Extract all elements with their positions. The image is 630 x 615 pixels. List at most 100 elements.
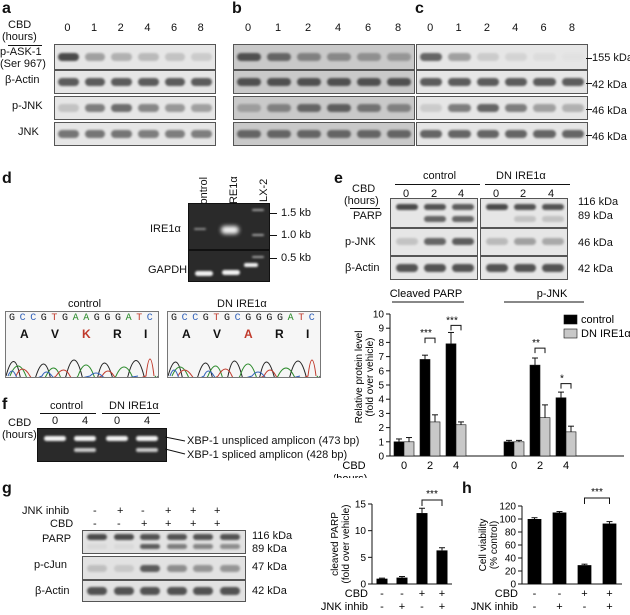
g-y-tick-label: 10 <box>355 526 367 537</box>
g-band-parp-top-1 <box>113 534 134 540</box>
d-control-nt-7: A <box>83 313 90 324</box>
g-jnk-sign-2: - <box>141 505 145 517</box>
d-dn-nt-8: G <box>255 313 262 324</box>
g-band-parp-top-4 <box>193 534 213 540</box>
g-row-parp: PARP <box>42 533 72 545</box>
abc-b-band-3-5 <box>387 130 411 138</box>
e-sig-bracket-3 <box>560 383 572 389</box>
abc-b-band-0-2 <box>297 53 321 61</box>
d-dn-nt-9: G <box>266 313 273 324</box>
abc-a-timepoint-8: 8 <box>197 22 204 34</box>
f-group-control: control <box>50 400 84 412</box>
g-cbd-sign-3: + <box>439 588 445 600</box>
d-control-nt-6: A <box>72 313 79 324</box>
panel-f-letter: f <box>2 396 8 413</box>
g-band-parp-top-0 <box>87 534 107 540</box>
d-dn-nt-4: T <box>213 313 220 324</box>
e-sig-bracket-0 <box>424 337 436 344</box>
abc-a-band-3-4 <box>164 130 186 138</box>
h-sig-bracket <box>584 497 610 504</box>
g-cond-cbd: CBD <box>345 588 368 600</box>
abc-b-timepoint-4: 4 <box>335 22 342 34</box>
f-hours-label: (hours) <box>2 429 37 441</box>
abc-b-blot-row-3 <box>233 122 415 146</box>
e-band-pjnk-1-0 <box>486 238 508 245</box>
abc-b-band-1-4 <box>357 78 381 86</box>
abc-b-timepoint-0: 0 <box>245 22 252 34</box>
abc-b-band-3-4 <box>357 130 381 138</box>
e-legend-swatch-0 <box>563 314 578 325</box>
h-bar-0 <box>527 519 542 584</box>
abc-hours-label: (hours) <box>2 31 37 43</box>
abc-a-band-2-4 <box>164 104 186 112</box>
row-label-beta-actin: β-Actin <box>5 74 40 86</box>
e-xtick-5: 4 <box>563 460 569 472</box>
d-seq-title-dn: DN IRE1α <box>217 298 267 310</box>
abc-c-band-3-2 <box>476 130 499 138</box>
e-xtitle: CBD <box>342 460 365 472</box>
abc-c-band-2-1 <box>448 104 471 112</box>
abc-b-timepoint-6: 6 <box>365 22 372 34</box>
abc-a-band-0-5 <box>191 53 212 61</box>
panel-g-letter: g <box>2 480 12 497</box>
e-sig-label-3: * <box>560 374 564 385</box>
mw-46b: 46 kDa <box>592 131 627 143</box>
d-control-aa-0: A <box>20 327 29 341</box>
e-row-pjnk: p-JNK <box>345 236 376 248</box>
g-cbd-sign-0: - <box>93 518 97 530</box>
h-y-tick-label: 120 <box>499 502 516 513</box>
g-cbd-sign-5: + <box>214 518 221 530</box>
g-jnk-sign-0: - <box>380 601 384 613</box>
f-tp-0b: 0 <box>114 415 121 427</box>
e-y-tick-label: 8 <box>378 338 384 349</box>
abc-c-band-3-1 <box>448 130 471 138</box>
h-cbd-sign-0: - <box>533 588 537 600</box>
abc-b-band-0-0 <box>237 53 261 61</box>
mw-46a: 46 kDa <box>592 105 627 117</box>
abc-a-timepoint-0: 0 <box>64 22 71 34</box>
abc-c-band-1-2 <box>476 78 499 86</box>
abc-c-blot-row-2 <box>416 96 588 120</box>
d-trace-control <box>6 358 158 377</box>
g-sig-bracket <box>421 499 443 506</box>
e-blot-row-1-group-0 <box>390 228 478 256</box>
e-band-actin-1-0 <box>486 264 508 272</box>
e-bar-DN-IRE1α-4 <box>539 417 551 457</box>
e-band-parp-cleaved-1-1 <box>514 216 536 222</box>
g-y-tick-label: 15 <box>355 500 367 511</box>
g-band-parp-cleaved-5 <box>219 544 240 549</box>
abc-mw-tick-2 <box>586 109 592 110</box>
e-band-actin-0-1 <box>424 264 446 272</box>
g-jnk-sign-0: - <box>93 505 97 517</box>
h-jnk-sign-1: + <box>556 601 562 613</box>
abc-a-band-2-3 <box>138 104 159 112</box>
e-sig-label-1: *** <box>446 315 458 326</box>
e-blot-row-0-group-0 <box>390 198 478 228</box>
g-band-pcjun-4 <box>193 565 213 572</box>
d-control-nt-3: G <box>40 313 47 324</box>
h-cond-jnk: JNK inhib <box>471 601 518 613</box>
abc-c-blot-row-3 <box>416 122 588 146</box>
e-band-actin-0-2 <box>452 264 474 272</box>
abc-b-band-1-5 <box>387 78 411 86</box>
e-band-parp-top-1-1 <box>514 204 536 210</box>
abc-a-band-3-0 <box>58 130 79 138</box>
abc-b-band-1-0 <box>237 78 261 86</box>
d-gapdh-gel <box>188 250 270 282</box>
abc-a-blot-row-3 <box>54 122 216 146</box>
d-dn-nt-10: G <box>277 313 284 324</box>
h-y-tick-label: 100 <box>499 515 516 526</box>
abc-c-band-0-2 <box>476 53 499 61</box>
panel-h-letter: h <box>462 480 472 497</box>
abc-mw-tick-1 <box>586 83 592 84</box>
d-control-nt-5: G <box>62 313 69 324</box>
row-label-p-ask1: p-ASK-1 (Ser 967) <box>0 46 46 70</box>
d-control-aa-3: R <box>113 327 122 341</box>
abc-b-blot-row-0 <box>233 44 415 70</box>
f-band-pointers <box>165 436 186 455</box>
g-band-pcjun-2 <box>140 565 160 572</box>
d-control-aa-4: I <box>144 327 148 341</box>
abc-b-blot-row-2 <box>233 96 415 120</box>
abc-b-band-0-1 <box>267 53 291 61</box>
